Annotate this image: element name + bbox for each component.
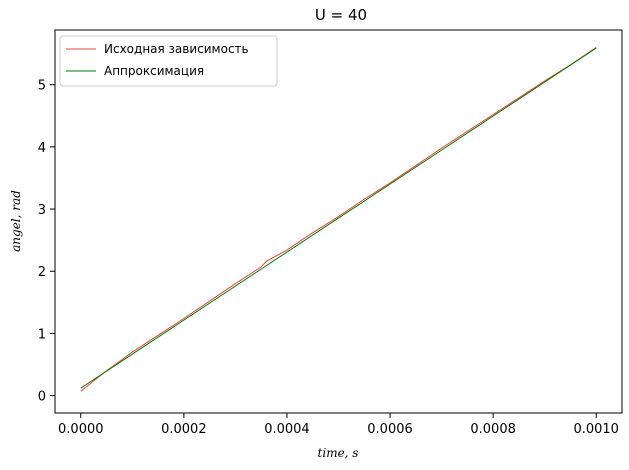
series-line-original	[80, 46, 597, 392]
x-axis: 0.0000 0.0002 0.0004 0.0006 0.0008 0.0010	[58, 413, 619, 437]
x-tick-label: 0.0006	[367, 422, 413, 437]
x-axis-label: time, s	[318, 446, 359, 460]
chart-title: U = 40	[315, 6, 367, 24]
legend-box	[59, 35, 278, 87]
legend: Исходная зависимость Аппроксимация	[59, 35, 278, 87]
y-tick-label: 3	[38, 203, 46, 218]
y-axis-label: angel, rad	[9, 190, 23, 252]
y-axis: 0 1 2 3 4 5	[38, 79, 55, 405]
legend-label-original: Исходная зависимость	[104, 42, 249, 56]
series-layer	[80, 46, 597, 392]
y-tick-label: 1	[38, 327, 46, 342]
legend-label-approximation: Аппроксимация	[104, 64, 204, 78]
x-tick-label: 0.0010	[573, 422, 619, 437]
y-tick-label: 2	[38, 265, 46, 280]
plot-frame	[54, 29, 623, 414]
y-tick-label: 4	[38, 141, 46, 156]
y-tick-label: 5	[38, 79, 46, 94]
x-tick-label: 0.0008	[470, 422, 516, 437]
y-tick-label: 0	[38, 390, 46, 405]
x-tick-label: 0.0002	[161, 422, 207, 437]
plot-area	[54, 29, 623, 414]
x-tick-label: 0.0000	[58, 422, 104, 437]
series-line-approximation	[80, 47, 597, 389]
x-tick-label: 0.0004	[264, 422, 310, 437]
